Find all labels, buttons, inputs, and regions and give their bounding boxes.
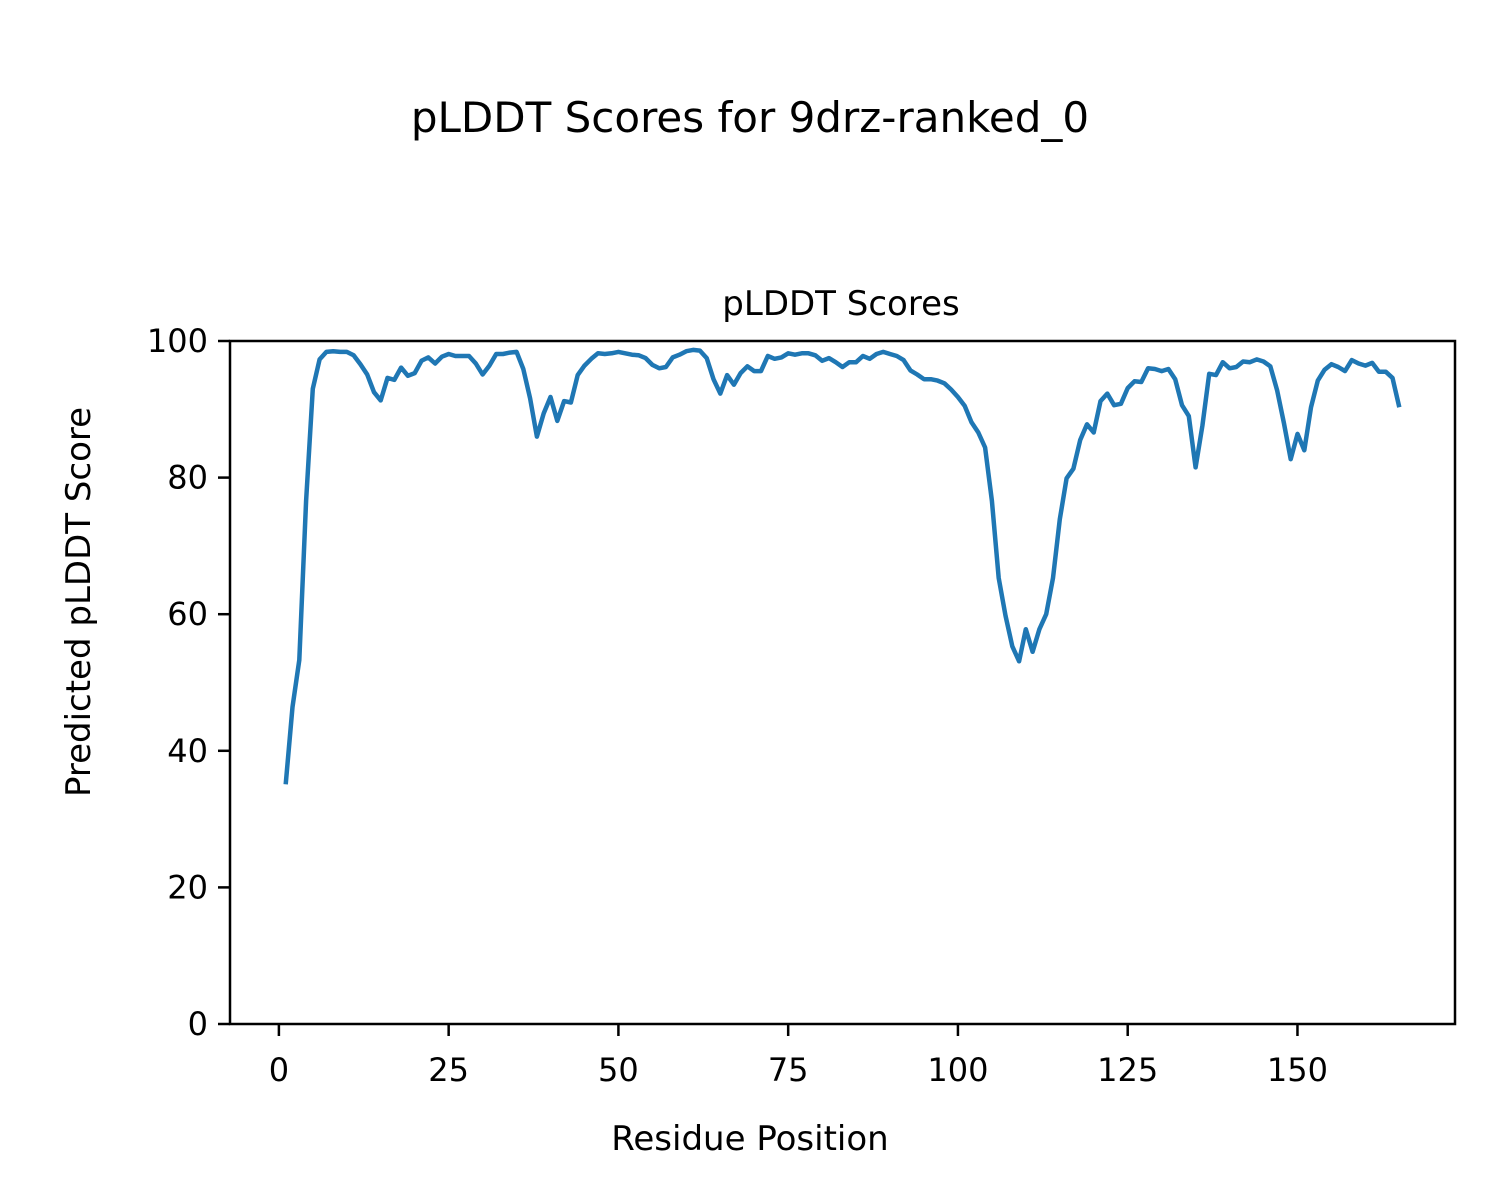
axes-frame [228, 339, 1457, 1026]
axes-title: pLDDT Scores [722, 284, 959, 324]
figure-suptitle: pLDDT Scores for 9drz-ranked_0 [410, 93, 1090, 142]
y-tick-label: 20 [167, 868, 208, 906]
y-tick-label: 0 [188, 1005, 208, 1043]
x-tick-label: 50 [598, 1051, 639, 1089]
y-tick-label: 60 [167, 595, 208, 633]
x-tick-label: 125 [1097, 1051, 1158, 1089]
y-axis-ticks: 0 20 40 60 80 100 [147, 322, 230, 1043]
x-tick-label: 150 [1267, 1051, 1328, 1089]
x-tick-label: 75 [768, 1051, 809, 1089]
y-tick-label: 40 [167, 732, 208, 770]
plddt-series-line [283, 347, 1402, 785]
x-tick-label: 100 [927, 1051, 988, 1089]
x-tick-label: 0 [269, 1051, 289, 1089]
y-axis-label: Predicted pLDDT Score [59, 407, 99, 797]
y-tick-label: 80 [167, 459, 208, 497]
x-tick-label: 25 [428, 1051, 469, 1089]
x-axis-label: Residue Position [611, 1119, 888, 1159]
x-axis-ticks: 0 25 50 75 100 125 150 [269, 1024, 1328, 1089]
y-tick-label: 100 [147, 322, 208, 360]
